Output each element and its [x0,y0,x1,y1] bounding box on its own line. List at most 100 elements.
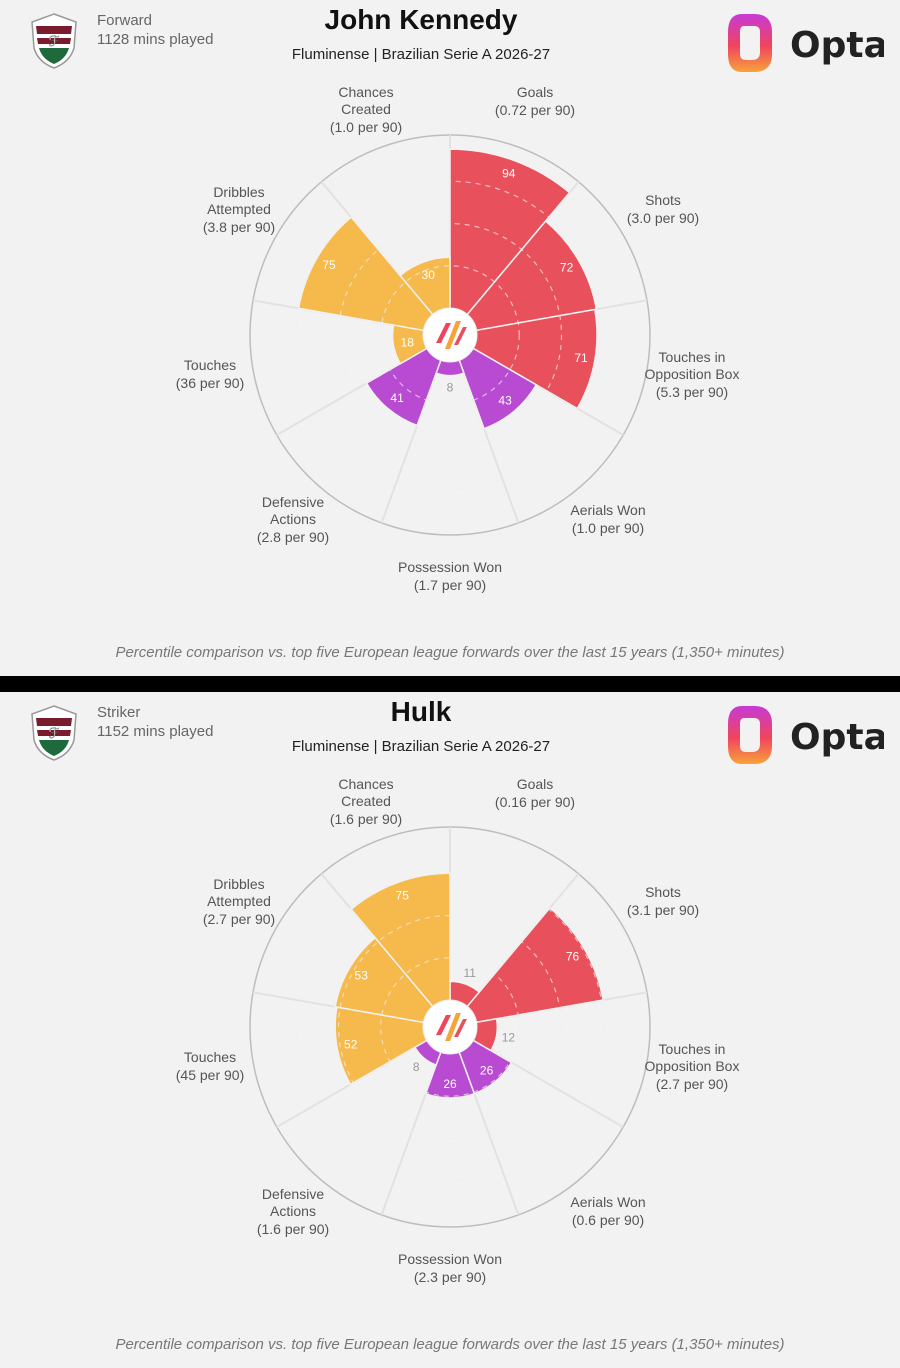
radar-wedge [365,333,452,427]
metric-label: Touches (45 per 90) [176,1049,244,1083]
metric-rate: (2.3 per 90) [414,1269,486,1285]
metric-label: Defensive Actions (2.8 per 90) [257,494,329,545]
metric-name: Created [341,793,391,809]
metric-name: Chances [338,776,393,792]
metric-label: Defensive Actions (1.6 per 90) [257,1186,329,1237]
team-competition: Fluminense | Brazilian Serie A 2026-27 [291,46,551,63]
player-name: John Kennedy [324,4,518,35]
radar-grid-ring [380,957,520,1097]
metric-label: Touches in Opposition Box (2.7 per 90) [645,1041,740,1092]
metric-name: Opposition Box [645,366,740,382]
radar-wedge [449,148,571,338]
radar-chart: 11 76 12 26 26 8 52 53 75 Goals (0.16 per 90) Shots… [176,776,740,1285]
radar-wedge [334,1006,453,1086]
opta-wordmark: Opta [790,25,884,66]
radar-grid-ring-light [380,265,520,405]
metric-name: Touches in [659,349,726,365]
radar-wedge [424,1024,476,1099]
metric-label: Dribbles Attempted (2.7 per 90) [203,876,275,927]
metric-label: Chances Created (1.0 per 90) [330,84,402,135]
radar-value-label: 53 [355,969,369,983]
minutes-played: 1128 mins played [97,31,214,48]
metric-name: Aerials Won [570,502,645,518]
radar-grid-ring [337,914,563,1140]
chart-footnote: Percentile comparison vs. top five Europ… [115,1336,785,1353]
svg-text:ℱ: ℱ [48,726,59,742]
radar-value-label: 18 [401,336,415,350]
radar-wedge [448,906,604,1029]
center-logo-icon [436,1013,467,1041]
metric-rate: (45 per 90) [176,1067,244,1083]
metric-rate: (1.6 per 90) [330,811,402,827]
player-position: Striker [97,704,141,721]
metric-rate: (0.16 per 90) [495,794,575,810]
metric-rate: (2.7 per 90) [656,1076,728,1092]
metric-label: Aerials Won (1.0 per 90) [570,502,645,536]
metric-rate: (1.0 per 90) [330,119,402,135]
radar-value-label: 75 [322,258,336,272]
metric-rate: (1.6 per 90) [257,1221,329,1237]
radar-grid-ring-light [380,957,520,1097]
metric-name: Dribbles [213,184,264,200]
radar-value-label: 26 [443,1077,457,1091]
metric-name: Goals [517,84,554,100]
radar-value-label: 8 [447,381,454,395]
club-crest-icon: ℱ [31,705,77,761]
metric-name: Created [341,101,391,117]
radar-wedge [448,333,538,430]
metric-name: Possession Won [398,559,502,575]
radar-value-label: 26 [480,1064,494,1078]
center-logo-disc [422,999,478,1055]
metric-rate: (0.6 per 90) [572,1212,644,1228]
metric-name: Actions [270,511,316,527]
metric-label: Aerials Won (0.6 per 90) [570,1194,645,1228]
metric-name: Attempted [207,893,271,909]
metric-name: Possession Won [398,1251,502,1267]
metric-rate: (0.72 per 90) [495,102,575,118]
player-card-2: ℱ Striker 1152 mins played Hulk Fluminen… [0,692,900,1368]
radar-grid-ring [380,265,520,405]
radar-grid-ring-light [295,180,605,490]
radar-grid-ring-light [338,915,562,1139]
radar-value-label: 76 [566,949,580,963]
radar-value-label: 12 [502,1030,516,1044]
metric-name: Defensive [262,494,324,510]
club-crest-icon: ℱ [31,13,77,69]
metric-name: Attempted [207,201,271,217]
metric-label: Touches (36 per 90) [176,357,244,391]
radar-grid-ring-light [338,223,562,447]
metric-label: Shots (3.0 per 90) [627,192,699,226]
metric-rate: (1.0 per 90) [572,520,644,536]
metric-rate: (36 per 90) [176,375,244,391]
metric-label: Touches in Opposition Box (5.3 per 90) [645,349,740,400]
metric-label: Goals (0.16 per 90) [495,776,575,810]
center-logo-disc [422,307,478,363]
metric-name: Actions [270,1203,316,1219]
radar-value-label: 52 [344,1038,358,1052]
metric-label: Chances Created (1.6 per 90) [330,776,402,827]
metric-rate: (2.8 per 90) [257,529,329,545]
metric-name: Goals [517,776,554,792]
player-name: Hulk [390,696,452,727]
radar-wedge [447,308,598,410]
metric-rate: (3.1 per 90) [627,902,699,918]
metric-name: Chances [338,84,393,100]
radar-grid-ring-light [295,872,605,1182]
radar-value-label: 72 [560,261,574,275]
metric-rate: (5.3 per 90) [656,384,728,400]
radar-wedge [334,936,452,1029]
metric-name: Touches [184,1049,236,1065]
metric-rate: (3.0 per 90) [627,210,699,226]
metric-name: Shots [645,884,681,900]
opta-logo: Opta [728,706,884,764]
minutes-played: 1152 mins played [97,723,214,740]
radar-value-label: 94 [502,167,516,181]
metric-name: Defensive [262,1186,324,1202]
radar-value-label: 71 [574,351,588,365]
radar-value-label: 8 [413,1060,420,1074]
opta-wordmark: Opta [790,717,884,758]
metric-rate: (1.7 per 90) [414,577,486,593]
radar-value-label: 30 [422,268,436,282]
radar-chart: 94 72 71 43 8 41 18 75 30 Goals (0.72 per 90) Shots… [176,84,740,593]
player-card-1: ℱ Forward 1128 mins played John Kennedy … [0,0,900,676]
